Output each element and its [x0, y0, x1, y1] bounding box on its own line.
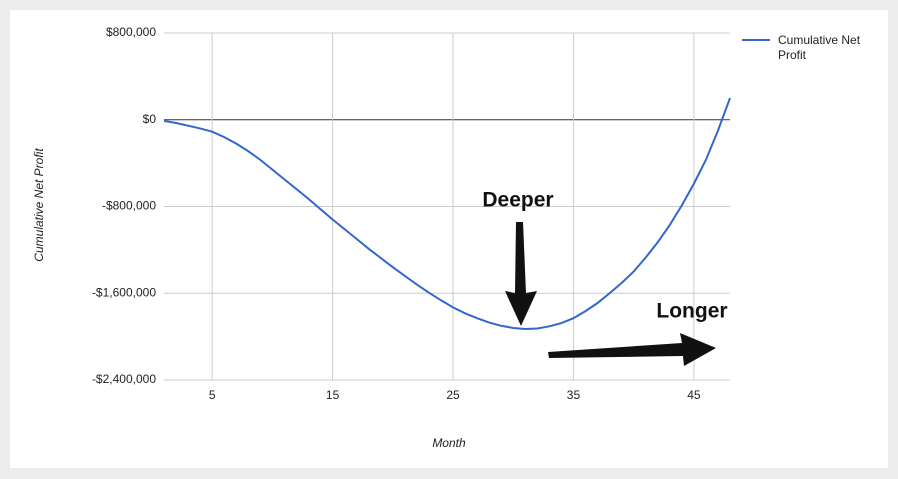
y-axis-title: Cumulative Net Profit — [32, 148, 46, 262]
annotation: Deeper — [482, 189, 553, 212]
y-tick-label: $0 — [143, 112, 157, 126]
x-tick-label: 35 — [567, 388, 581, 402]
series-line — [163, 97, 731, 331]
grid: $800,000 $0 -$800,000 -$1,600,000 -$2,400,00… — [92, 25, 730, 402]
deeper-arrow — [505, 222, 537, 326]
y-tick-label: -$1,600,000 — [92, 285, 156, 299]
plot — [163, 97, 731, 331]
longer-arrow — [548, 333, 716, 366]
x-tick-label: 15 — [326, 388, 340, 402]
x-tick-label: 25 — [446, 388, 460, 402]
x-tick-label: 5 — [209, 388, 216, 402]
y-tick-label: $800,000 — [106, 25, 156, 39]
annotation: Longer — [656, 300, 727, 323]
y-tick-label: -$800,000 — [102, 199, 156, 213]
x-axis-title: Month — [432, 436, 466, 450]
legend-label: Cumulative Net Profit — [778, 33, 861, 62]
chart-panel — [10, 10, 888, 468]
x-tick-label: 45 — [687, 388, 701, 402]
y-tick-label: -$2,400,000 — [92, 372, 156, 386]
